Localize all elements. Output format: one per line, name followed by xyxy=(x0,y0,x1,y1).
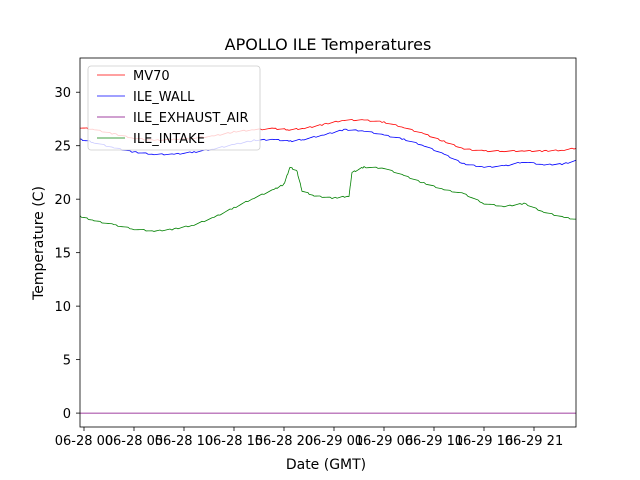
legend-box xyxy=(87,65,261,151)
y-tick-label: 5 xyxy=(63,354,71,369)
x-tick-label: 06-28 05 xyxy=(105,434,163,449)
x-tick-label: 06-28 00 xyxy=(55,434,113,449)
y-tick-label: 15 xyxy=(54,247,71,262)
x-tick-label: 06-29 01 xyxy=(305,434,363,449)
y-tick-label: 0 xyxy=(63,407,71,422)
x-tick-label: 06-28 10 xyxy=(155,434,213,449)
legend-label-ile-intake: ILE_INTAKE xyxy=(133,132,205,147)
x-tick-label: 06-29 16 xyxy=(455,434,513,449)
legend-label-ile-exhaust-air: ILE_EXHAUST_AIR xyxy=(133,111,249,126)
x-tick-label: 06-29 21 xyxy=(505,434,563,449)
y-axis-label: Temperature (C) xyxy=(31,186,47,301)
y-tick-label: 30 xyxy=(54,86,71,101)
y-tick-label: 10 xyxy=(54,300,71,315)
x-tick-label: 06-29 11 xyxy=(405,434,463,449)
y-tick-label: 20 xyxy=(54,193,71,208)
x-tick-label: 06-28 15 xyxy=(205,434,263,449)
series-line-ile-intake xyxy=(80,166,576,232)
x-tick-label: 06-29 06 xyxy=(355,434,413,449)
x-axis-label: Date (GMT) xyxy=(286,457,366,473)
series-line-ile-wall xyxy=(80,128,576,168)
legend-label-ile-wall: ILE_WALL xyxy=(133,90,195,105)
y-tick-label: 25 xyxy=(54,140,71,155)
plot-frame xyxy=(79,57,577,428)
legend-label-mv70: MV70 xyxy=(133,69,170,84)
legend: MV70 ILE_WALL ILE_EXHAUST_AIR ILE_INTAKE xyxy=(87,65,261,151)
chart-title: APOLLO ILE Temperatures xyxy=(225,35,432,54)
x-tick-label: 06-28 20 xyxy=(255,434,313,449)
